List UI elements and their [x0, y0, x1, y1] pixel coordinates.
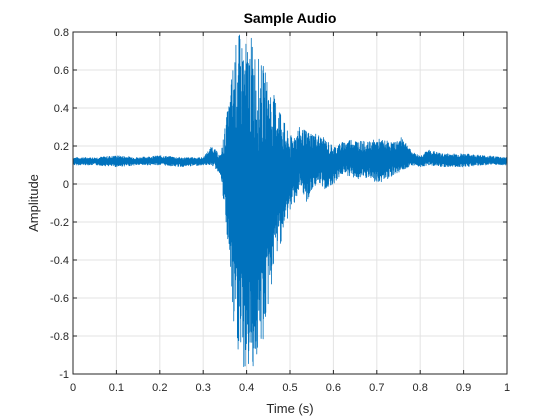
y-tick-label: -0.4 — [50, 255, 69, 267]
series-layer — [72, 34, 508, 367]
x-tick-label: 0.3 — [196, 382, 211, 394]
x-tick-labels: 0 0.1 0.2 0.3 0.4 0.5 0.6 0.7 0.8 0.9 1 — [70, 382, 510, 394]
x-tick-label: 0.8 — [413, 382, 428, 394]
tick-marks — [72, 31, 508, 375]
x-tick-label: 0.4 — [239, 382, 254, 394]
x-axis-label: Time (s) — [266, 401, 313, 416]
y-tick-label: -0.2 — [50, 217, 69, 229]
x-tick-label: 0.1 — [109, 382, 124, 394]
y-tick-label: 0.6 — [54, 65, 69, 77]
x-tick-label: 1 — [504, 382, 510, 394]
chart-title: Sample Audio — [244, 10, 337, 26]
y-tick-label: 0 — [63, 179, 69, 191]
x-tick-label: 0.2 — [152, 382, 167, 394]
y-tick-labels: -1 -0.8 -0.6 -0.4 -0.2 0 0.2 0.4 0.6 0.8 — [50, 27, 69, 381]
x-tick-label: 0.5 — [282, 382, 297, 394]
waveform-line — [72, 34, 508, 367]
y-tick-label: -1 — [59, 369, 69, 381]
y-axis-label: Amplitude — [26, 174, 41, 232]
y-tick-label: 0.8 — [54, 27, 69, 39]
y-tick-label: 0.4 — [54, 103, 69, 115]
x-tick-label: 0 — [70, 382, 76, 394]
y-tick-label: 0.2 — [54, 141, 69, 153]
x-tick-label: 0.6 — [326, 382, 341, 394]
x-tick-label: 0.7 — [369, 382, 384, 394]
y-tick-label: -0.6 — [50, 293, 69, 305]
x-tick-label: 0.9 — [456, 382, 471, 394]
y-tick-label: -0.8 — [50, 331, 69, 343]
